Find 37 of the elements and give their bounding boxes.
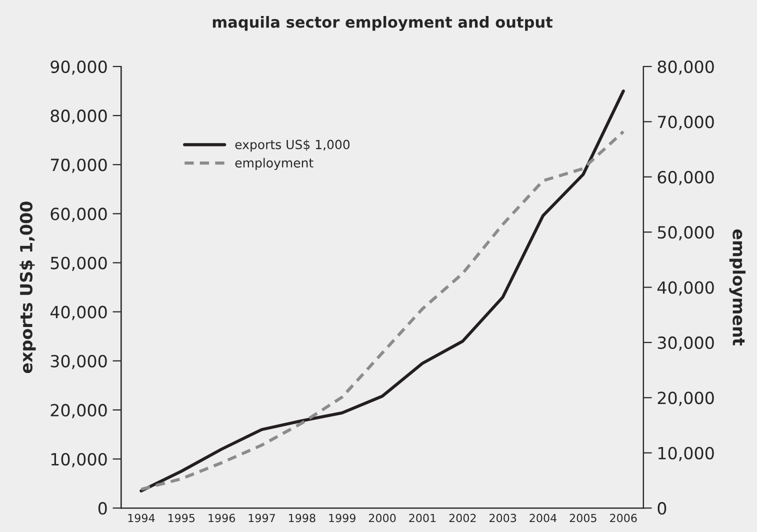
legend-label: employment xyxy=(235,158,314,170)
y-tick-label: 70,000 xyxy=(50,158,107,173)
y2-tick-label: 0 xyxy=(658,502,666,515)
x-tick-label: 1994 xyxy=(128,514,155,522)
y2-tick-label: 10,000 xyxy=(658,446,714,462)
x-tick-label: 1995 xyxy=(168,514,195,522)
y2-tick-label: 20,000 xyxy=(658,392,714,406)
legend-label: exports US$ 1,000 xyxy=(235,140,350,152)
chart-title: maquila sector employment and output xyxy=(212,16,553,31)
x-tick-label: 1998 xyxy=(289,514,316,522)
y2-tick-label: 70,000 xyxy=(658,116,714,130)
x-tick-label: 2005 xyxy=(570,514,596,522)
x-tick-label: 1997 xyxy=(248,514,275,522)
x-tick-label: 1996 xyxy=(208,514,236,522)
y-tick-label: 10,000 xyxy=(51,452,107,468)
y-tick-label: 50,000 xyxy=(50,256,107,272)
y2-tick-label: 50,000 xyxy=(658,226,714,240)
y-tick-label: 30,000 xyxy=(50,354,107,370)
y-axis-title: exports US$ 1,000 xyxy=(20,202,36,374)
y2-tick-label: 40,000 xyxy=(657,281,714,296)
y2-tick-label: 30,000 xyxy=(658,336,714,351)
x-tick-label: 2002 xyxy=(449,514,476,522)
y2-axis-title: employment xyxy=(729,229,746,346)
y-tick-label: 40,000 xyxy=(50,306,107,320)
y-tick-label: 80,000 xyxy=(50,110,107,124)
y2-tick-label: 60,000 xyxy=(658,170,714,186)
y2-tick-label: 80,000 xyxy=(658,60,714,75)
x-tick-label: 2001 xyxy=(409,514,436,522)
y-tick-label: 90,000 xyxy=(50,60,107,75)
y-tick-label: 0 xyxy=(98,502,107,515)
y-tick-label: 60,000 xyxy=(50,208,107,222)
x-tick-label: 2006 xyxy=(610,514,637,522)
x-tick-label: 2004 xyxy=(530,514,557,522)
x-tick-label: 2003 xyxy=(490,514,516,522)
y-tick-label: 20,000 xyxy=(50,404,107,418)
x-tick-label: 1999 xyxy=(329,514,356,522)
x-tick-label: 2000 xyxy=(368,514,396,522)
